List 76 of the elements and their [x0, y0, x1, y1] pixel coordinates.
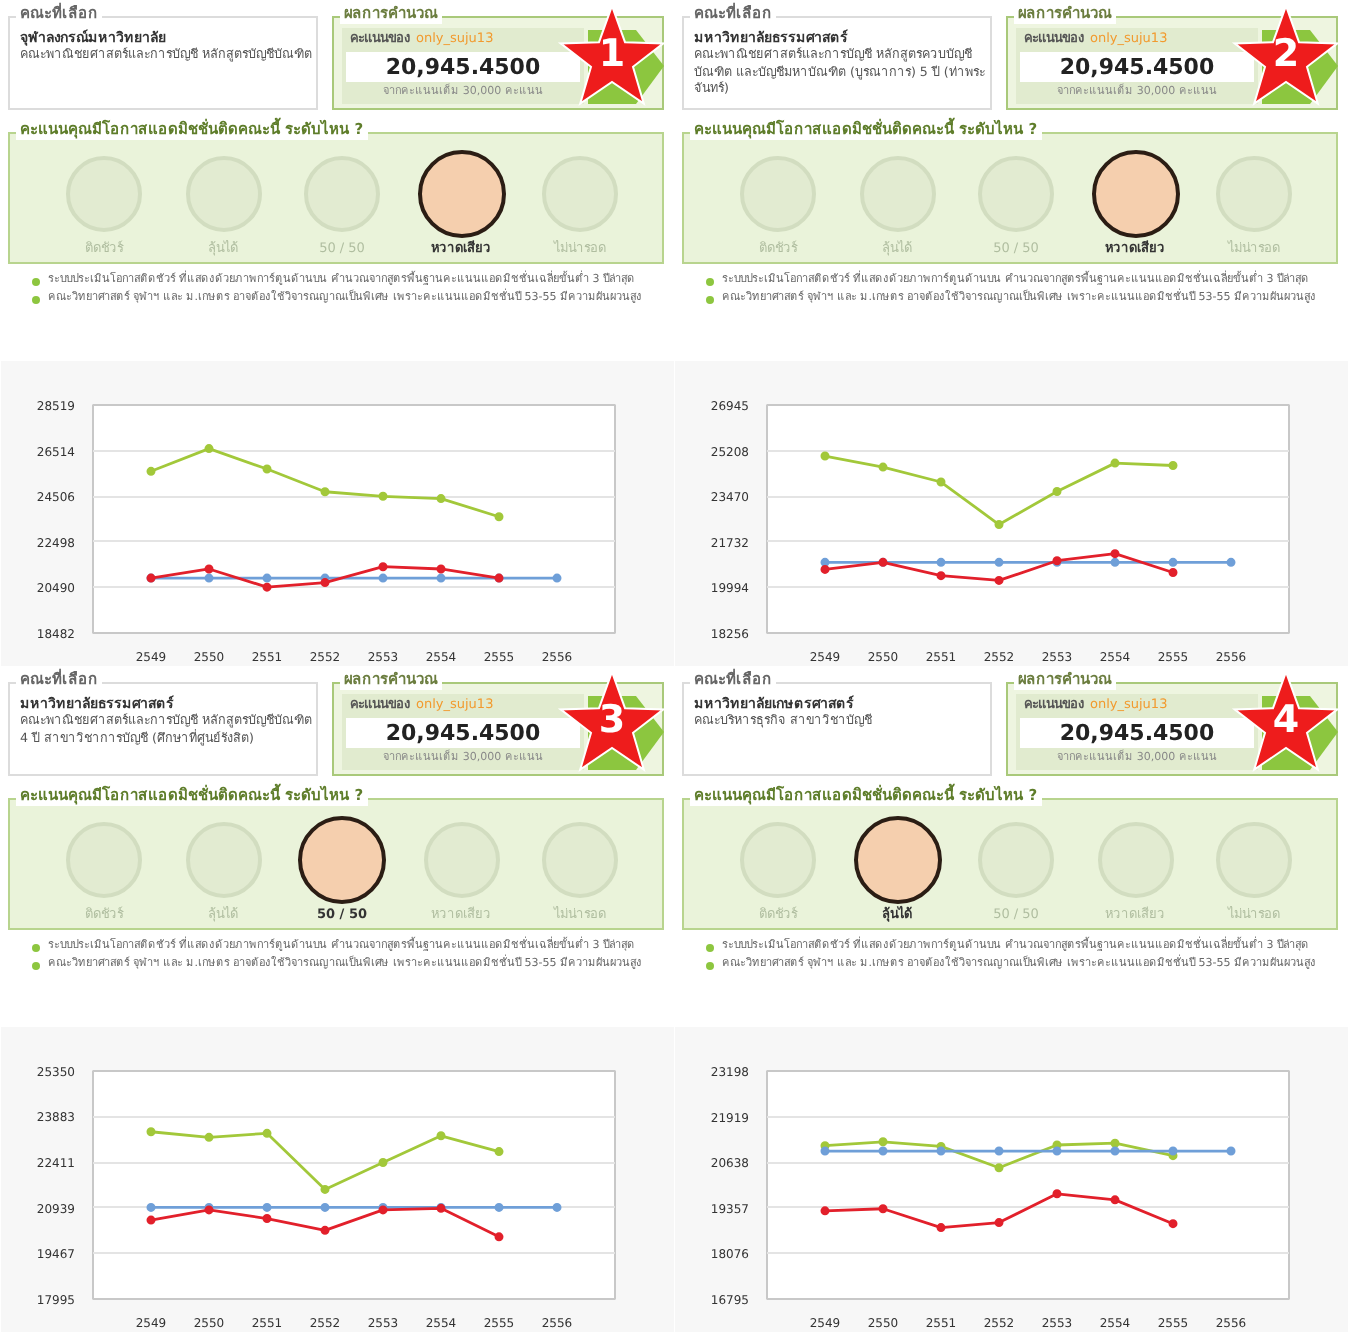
point: [320, 1184, 330, 1194]
point: [994, 1146, 1004, 1156]
point: [1052, 486, 1062, 496]
point: [378, 491, 388, 501]
point: [1110, 458, 1120, 468]
point: [936, 1146, 946, 1156]
text: 3: [596, 696, 628, 744]
point: [994, 557, 1004, 567]
text: 1: [596, 30, 628, 78]
point: [1052, 1146, 1062, 1156]
point: [320, 487, 330, 497]
text: 20,945.4500: [1020, 719, 1254, 747]
point: [994, 1218, 1004, 1228]
point: [1168, 568, 1178, 578]
point: [1110, 1195, 1120, 1205]
point: [878, 1137, 888, 1147]
point: [994, 575, 1004, 585]
point: [320, 1225, 330, 1235]
point: [146, 1127, 156, 1137]
point: [994, 520, 1004, 530]
point: [204, 573, 214, 583]
text: 20,945.4500: [346, 719, 580, 747]
point: [936, 557, 946, 567]
point: [204, 564, 214, 574]
text: 20,945.4500: [1020, 53, 1254, 81]
point: [936, 571, 946, 581]
point: [436, 564, 446, 574]
point: [1168, 460, 1178, 470]
point: [146, 466, 156, 476]
point: [262, 573, 272, 583]
point: [878, 462, 888, 472]
point: [1110, 1138, 1120, 1148]
point: [878, 1204, 888, 1214]
point: [1168, 1146, 1178, 1156]
point: [146, 1202, 156, 1212]
text: 2: [1270, 30, 1302, 78]
point: [1226, 1146, 1236, 1156]
point: [994, 1163, 1004, 1173]
point: [878, 1146, 888, 1156]
point: [1226, 557, 1236, 567]
point: [820, 451, 830, 461]
point: [1168, 1219, 1178, 1229]
point: [820, 564, 830, 574]
point: [262, 464, 272, 474]
point: [262, 1214, 272, 1224]
point: [1052, 1189, 1062, 1199]
point: [820, 1206, 830, 1216]
point: [552, 1202, 562, 1212]
point: [378, 1157, 388, 1167]
point: [820, 1146, 830, 1156]
point: [146, 1215, 156, 1225]
point: [494, 1232, 504, 1242]
point: [262, 1202, 272, 1212]
point: [494, 1202, 504, 1212]
point: [436, 494, 446, 504]
text: 20,945.4500: [346, 53, 580, 81]
text: 4: [1270, 696, 1302, 744]
point: [936, 1223, 946, 1233]
point: [262, 582, 272, 592]
point: [320, 578, 330, 588]
point: [204, 1132, 214, 1142]
point: [436, 1131, 446, 1141]
point: [204, 444, 214, 454]
point: [1110, 1146, 1120, 1156]
point: [436, 573, 446, 583]
point: [936, 477, 946, 487]
point: [494, 512, 504, 522]
point: [552, 573, 562, 583]
point: [320, 1202, 330, 1212]
point: [378, 573, 388, 583]
point: [1110, 557, 1120, 567]
point: [1168, 557, 1178, 567]
point: [1110, 549, 1120, 559]
point: [262, 1128, 272, 1138]
point: [378, 562, 388, 572]
point: [494, 1147, 504, 1157]
